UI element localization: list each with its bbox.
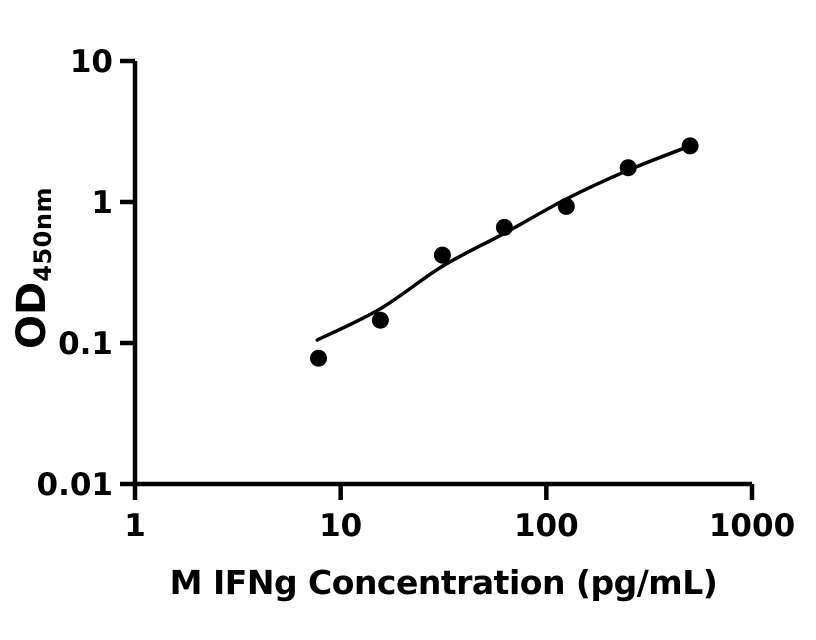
data-point bbox=[557, 197, 575, 215]
fit-curve-layer bbox=[315, 144, 692, 342]
y-tick-label: 1 bbox=[91, 185, 113, 221]
x-tick-label: 100 bbox=[514, 508, 579, 544]
data-point bbox=[433, 246, 451, 264]
x-tick-label: 1 bbox=[124, 508, 146, 544]
x-tick-label: 1000 bbox=[709, 508, 795, 544]
fit-curve-line bbox=[315, 144, 692, 342]
axis-spine bbox=[132, 61, 752, 487]
y-axis-title: OD450nm bbox=[9, 187, 57, 349]
y-tick-label: 0.01 bbox=[37, 467, 114, 503]
data-point bbox=[371, 311, 389, 329]
data-points-layer bbox=[310, 137, 699, 367]
axes-layer: 10 1 0.1 0.01 1 10 100 1000 bbox=[37, 44, 796, 544]
data-point bbox=[495, 218, 513, 236]
y-tick-label: 10 bbox=[70, 44, 113, 80]
data-point bbox=[681, 137, 699, 155]
y-axis-title-subscript: 450nm bbox=[29, 187, 57, 282]
x-axis-title: M IFNg Concentration (pg/mL) bbox=[169, 563, 718, 602]
x-tick-label: 10 bbox=[319, 508, 362, 544]
y-tick-label: 0.1 bbox=[58, 326, 113, 362]
data-point bbox=[310, 349, 327, 367]
y-axis-title-main: OD bbox=[9, 281, 55, 349]
data-point bbox=[619, 159, 637, 177]
